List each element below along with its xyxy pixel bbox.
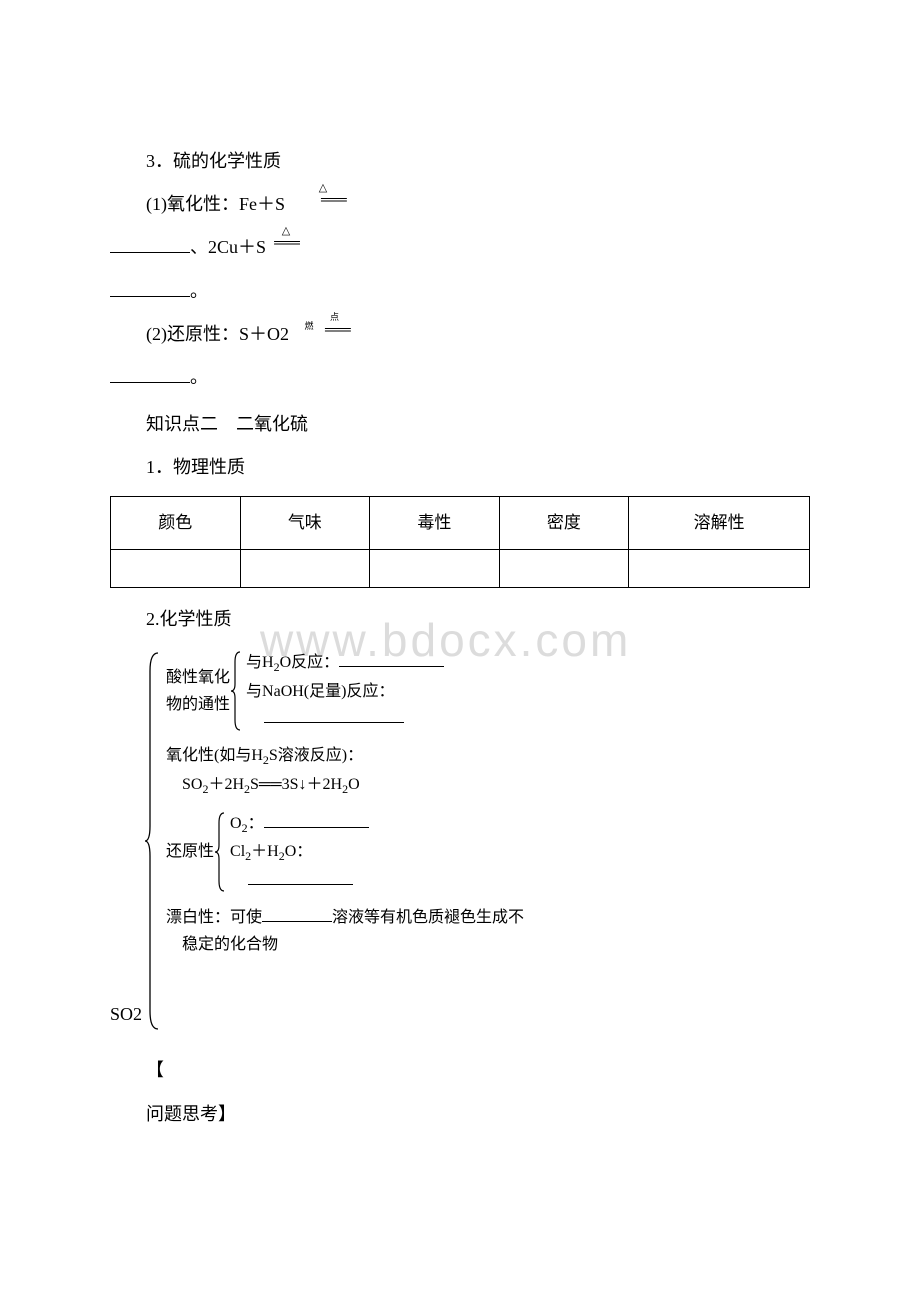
reducing-group: 还原性 O2： Cl2＋H2O： xyxy=(166,810,524,894)
bleaching-group: 漂白性：可使 溶液等有机色质褪色生成不 稳定的化合物 xyxy=(166,904,524,958)
ignite-symbol-icon xyxy=(289,322,329,340)
kp2-heading: 知识点二 二氧化硫 xyxy=(110,403,810,446)
text: O xyxy=(230,815,242,832)
left-brace-icon xyxy=(214,810,226,894)
text: O xyxy=(348,776,360,793)
text: 与NaOH(足量)反应： xyxy=(246,683,394,700)
period: 。 xyxy=(190,281,208,301)
text: ＋2H xyxy=(208,776,244,793)
text: 氧化性(如与H xyxy=(166,747,263,764)
sec3-item2-line1: (2)还原性：S＋O2 xyxy=(110,313,810,356)
sec3-item2-prefix: (2)还原性：S＋O2 xyxy=(146,324,289,344)
acid-oxide-label-l2: 物的通性 xyxy=(166,691,230,718)
kp2-sub1: 1．物理性质 xyxy=(110,446,810,489)
physical-properties-table: 颜色 气味 毒性 密度 溶解性 xyxy=(110,496,810,589)
thinking-heading: 问题思考】 xyxy=(110,1093,810,1136)
left-brace-icon xyxy=(230,649,242,732)
text: Cl xyxy=(230,843,245,860)
table-cell xyxy=(499,550,629,588)
blank-field xyxy=(248,867,353,885)
sec3-item1-line2: 、2Cu＋S xyxy=(110,226,810,269)
text: O： xyxy=(285,843,313,860)
document-content: 3．硫的化学性质 (1)氧化性：Fe＋S 、2Cu＋S 。 (2)还原性：S＋O… xyxy=(110,140,810,1136)
blank-field xyxy=(110,279,190,297)
text: S══3S↓＋2H xyxy=(250,776,342,793)
table-header-cell: 溶解性 xyxy=(629,496,810,550)
text: S溶液反应)： xyxy=(269,747,363,764)
so2-label: SO2 xyxy=(110,999,144,1034)
table-row xyxy=(111,550,810,588)
acid-item-h2o: 与H2O反应： xyxy=(246,649,444,678)
acid-oxide-group: 酸性氧化 物的通性 与H2O反应： 与NaOH(足量)反应： xyxy=(166,649,524,732)
sec3-item1-prefix: (1)氧化性：Fe＋S xyxy=(146,194,285,214)
heat-symbol-icon xyxy=(285,192,325,210)
brace-content: 酸性氧化 物的通性 与H2O反应： 与NaOH(足量)反应： xyxy=(160,649,524,1033)
reducing-cl2-blank xyxy=(230,867,369,894)
left-brace-icon xyxy=(144,649,160,1033)
reducing-items: O2： Cl2＋H2O： xyxy=(226,810,369,894)
reducing-label: 还原性 xyxy=(166,838,214,865)
blank-field xyxy=(339,649,444,667)
text: SO xyxy=(182,776,202,793)
reducing-o2: O2： xyxy=(230,810,369,839)
acid-item-naoh: 与NaOH(足量)反应： xyxy=(246,678,444,705)
table-header-cell: 密度 xyxy=(499,496,629,550)
blank-field xyxy=(262,904,332,922)
oxidizing-group: 氧化性(如与H2S溶液反应)： SO2＋2H2S══3S↓＋2H2O xyxy=(166,742,524,799)
bleaching-line1: 漂白性：可使 溶液等有机色质褪色生成不 xyxy=(166,904,524,931)
table-cell xyxy=(111,550,241,588)
table-cell xyxy=(370,550,500,588)
so2-properties-brace: SO2 酸性氧化 物的通性 与H2O反应： xyxy=(110,649,810,1033)
period: 。 xyxy=(190,367,208,387)
sec3-item1-line3: 。 xyxy=(110,270,810,313)
blank-field xyxy=(264,705,404,723)
table-cell xyxy=(240,550,370,588)
sec3-item2-line2: 。 xyxy=(110,356,810,399)
table-cell xyxy=(629,550,810,588)
acid-oxide-label-l1: 酸性氧化 xyxy=(166,664,230,691)
bleaching-line2: 稳定的化合物 xyxy=(166,931,524,958)
blank-field xyxy=(264,810,369,828)
table-header-cell: 气味 xyxy=(240,496,370,550)
text: 与H xyxy=(246,654,274,671)
text: O反应： xyxy=(280,654,340,671)
text: ： xyxy=(248,815,264,832)
oxidizing-equation: SO2＋2H2S══3S↓＋2H2O xyxy=(166,771,524,800)
kp2-sub2: 2.化学性质 xyxy=(110,598,810,641)
table-header-row: 颜色 气味 毒性 密度 溶解性 xyxy=(111,496,810,550)
heat-symbol-icon xyxy=(266,235,306,253)
blank-field xyxy=(110,365,190,383)
reducing-cl2: Cl2＋H2O： xyxy=(230,838,369,867)
text: ＋H xyxy=(251,843,279,860)
sec3-heading: 3．硫的化学性质 xyxy=(110,140,810,183)
table-header-cell: 毒性 xyxy=(370,496,500,550)
blank-field xyxy=(110,235,190,253)
bracket-open: 【 xyxy=(110,1049,810,1092)
text: 溶液等有机色质褪色生成不 xyxy=(332,909,524,926)
acid-item-naoh-blank xyxy=(246,705,444,732)
oxidizing-label: 氧化性(如与H2S溶液反应)： xyxy=(166,742,524,771)
acid-oxide-items: 与H2O反应： 与NaOH(足量)反应： xyxy=(242,649,444,732)
acid-oxide-label: 酸性氧化 物的通性 xyxy=(166,664,230,718)
sec3-item1-line1: (1)氧化性：Fe＋S xyxy=(110,183,810,226)
text: 漂白性：可使 xyxy=(166,909,262,926)
table-header-cell: 颜色 xyxy=(111,496,241,550)
sec3-item1-conn: 、2Cu＋S xyxy=(190,237,266,257)
